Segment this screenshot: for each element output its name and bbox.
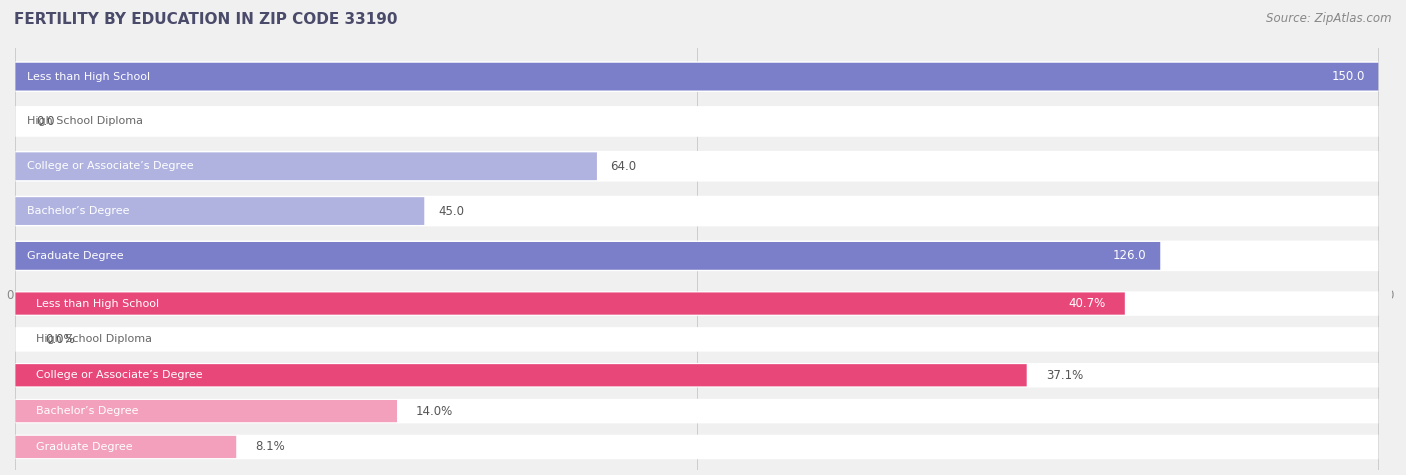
- Text: Bachelor’s Degree: Bachelor’s Degree: [27, 206, 129, 216]
- FancyBboxPatch shape: [15, 61, 1378, 92]
- FancyBboxPatch shape: [15, 151, 1378, 181]
- FancyBboxPatch shape: [15, 106, 1378, 137]
- Text: 64.0: 64.0: [610, 160, 637, 173]
- Text: 14.0%: 14.0%: [416, 405, 453, 418]
- FancyBboxPatch shape: [15, 242, 1160, 270]
- FancyBboxPatch shape: [15, 152, 598, 180]
- Text: Graduate Degree: Graduate Degree: [27, 251, 124, 261]
- Text: 126.0: 126.0: [1114, 249, 1147, 262]
- FancyBboxPatch shape: [15, 399, 1378, 423]
- Text: 45.0: 45.0: [437, 205, 464, 218]
- FancyBboxPatch shape: [15, 400, 396, 422]
- FancyBboxPatch shape: [15, 364, 1026, 386]
- FancyBboxPatch shape: [15, 435, 1378, 459]
- Text: 40.7%: 40.7%: [1069, 297, 1105, 310]
- Text: Graduate Degree: Graduate Degree: [37, 442, 132, 452]
- Text: 37.1%: 37.1%: [1046, 369, 1083, 382]
- Text: High School Diploma: High School Diploma: [37, 334, 152, 344]
- FancyBboxPatch shape: [15, 63, 1378, 91]
- Text: College or Associate’s Degree: College or Associate’s Degree: [37, 370, 202, 380]
- Text: College or Associate’s Degree: College or Associate’s Degree: [27, 161, 194, 171]
- Text: 150.0: 150.0: [1331, 70, 1365, 83]
- FancyBboxPatch shape: [15, 293, 1125, 314]
- FancyBboxPatch shape: [15, 197, 425, 225]
- Text: 8.1%: 8.1%: [256, 440, 285, 454]
- Text: Source: ZipAtlas.com: Source: ZipAtlas.com: [1267, 12, 1392, 25]
- FancyBboxPatch shape: [15, 291, 1378, 316]
- FancyBboxPatch shape: [15, 240, 1378, 271]
- FancyBboxPatch shape: [15, 327, 1378, 352]
- FancyBboxPatch shape: [15, 196, 1378, 227]
- Text: High School Diploma: High School Diploma: [27, 116, 143, 126]
- Text: Bachelor’s Degree: Bachelor’s Degree: [37, 406, 138, 416]
- Text: 0.0%: 0.0%: [45, 333, 75, 346]
- Text: FERTILITY BY EDUCATION IN ZIP CODE 33190: FERTILITY BY EDUCATION IN ZIP CODE 33190: [14, 12, 398, 27]
- FancyBboxPatch shape: [15, 436, 236, 458]
- Text: Less than High School: Less than High School: [37, 299, 159, 309]
- Text: 0.0: 0.0: [37, 115, 55, 128]
- FancyBboxPatch shape: [15, 363, 1378, 388]
- Text: Less than High School: Less than High School: [27, 72, 150, 82]
